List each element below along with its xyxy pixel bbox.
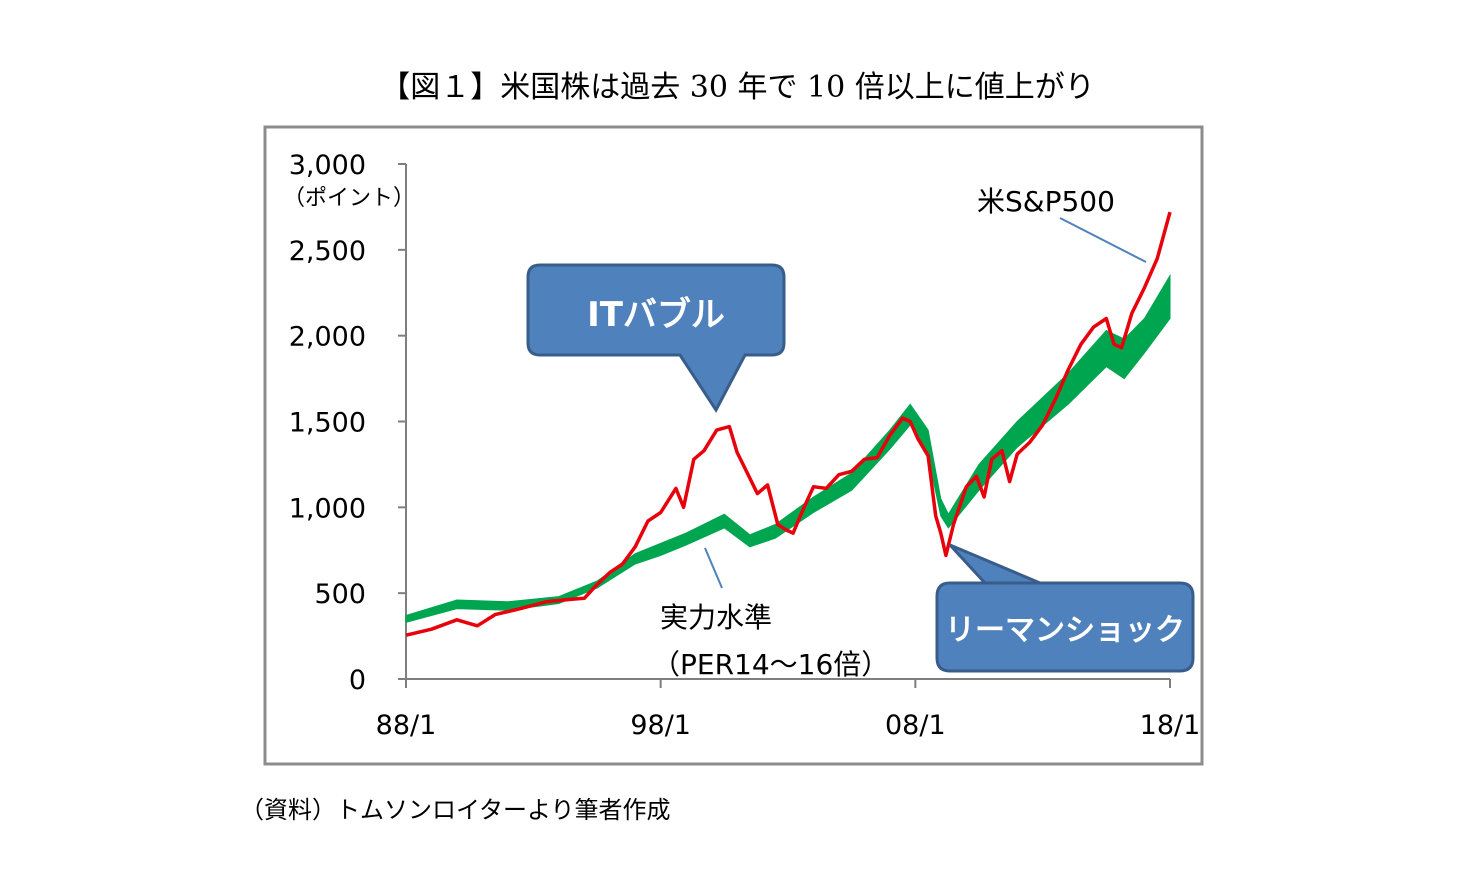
sp500-leader-line: [1059, 217, 1147, 263]
fair-value-leader-line: [704, 547, 723, 589]
callout-lehman-shock-text: リーマンショック: [945, 613, 1185, 648]
y-tick-label: 1,500: [289, 408, 366, 439]
fair-value-sublabel: （PER14〜16倍）: [652, 648, 889, 681]
band-layer: [405, 273, 1171, 624]
callout-lehman-shock: リーマンショック: [935, 543, 1195, 673]
x-tick-label: 08/1: [885, 710, 946, 741]
x-tick-label: 88/1: [376, 710, 437, 741]
fair-value-band: [405, 273, 1171, 624]
source-note: （資料）トムソンロイターより筆者作成: [240, 796, 671, 824]
callout-it-bubble-shape: [526, 263, 786, 413]
chart-title: 【図１】米国株は過去 30 年で 10 倍以上に値上がり: [380, 70, 1095, 105]
y-tick-label: 0: [349, 665, 366, 696]
axes: 0 500 1,000 1,500 2,000 2,500 3,000 88/1 98/1 08/…: [289, 150, 1201, 741]
y-axis-unit: （ポイント）: [283, 186, 415, 211]
fair-value-label: 実力水準: [660, 601, 772, 634]
sp500-label: 米S&P500: [977, 185, 1115, 218]
callout-it-bubble-text: ITバブル: [587, 295, 725, 335]
callout-lehman-shock-shape: [935, 543, 1195, 673]
y-tick-label: 1,000: [289, 493, 366, 524]
y-tick-label: 2,500: [289, 236, 366, 267]
x-tick-label: 98/1: [630, 710, 691, 741]
callout-it-bubble: ITバブル: [526, 263, 786, 413]
y-tick-label: 2,000: [289, 322, 366, 353]
y-tick-label: 500: [314, 579, 366, 610]
x-tick-label: 18/1: [1140, 710, 1201, 741]
line-layer: [405, 211, 1172, 637]
y-tick-label: 3,000: [289, 150, 366, 181]
sp500-line: [405, 211, 1172, 637]
